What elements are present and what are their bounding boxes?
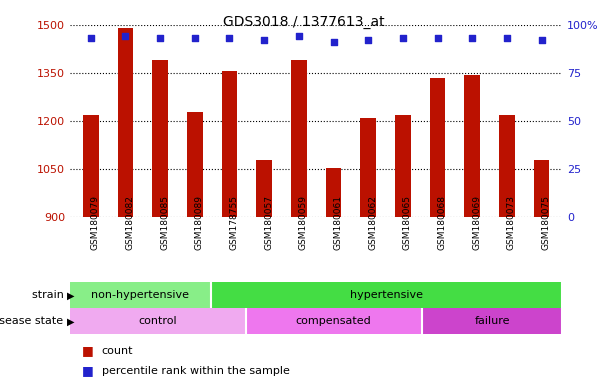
Point bbox=[155, 35, 165, 41]
Bar bbox=[222, 71, 237, 217]
Point bbox=[224, 35, 234, 41]
Bar bbox=[246, 308, 422, 334]
Text: GSM180065: GSM180065 bbox=[403, 195, 412, 250]
Point bbox=[294, 33, 303, 40]
Point bbox=[537, 37, 547, 43]
Text: strain: strain bbox=[32, 290, 67, 300]
Text: disease state: disease state bbox=[0, 316, 67, 326]
Text: GSM180073: GSM180073 bbox=[507, 195, 516, 250]
Text: GDS3018 / 1377613_at: GDS3018 / 1377613_at bbox=[223, 15, 385, 29]
Bar bbox=[534, 160, 550, 217]
Text: non-hypertensive: non-hypertensive bbox=[91, 290, 189, 300]
Point bbox=[329, 39, 339, 45]
Text: control: control bbox=[139, 316, 177, 326]
Bar bbox=[465, 74, 480, 217]
Bar bbox=[430, 78, 445, 217]
Text: GSM180085: GSM180085 bbox=[160, 195, 169, 250]
Bar bbox=[187, 112, 202, 217]
Text: GSM180069: GSM180069 bbox=[472, 195, 481, 250]
Text: count: count bbox=[102, 346, 133, 356]
Text: GSM180079: GSM180079 bbox=[91, 195, 100, 250]
Bar bbox=[326, 168, 341, 217]
Bar bbox=[83, 115, 98, 217]
Bar bbox=[152, 60, 168, 217]
Point bbox=[433, 35, 443, 41]
Text: percentile rank within the sample: percentile rank within the sample bbox=[102, 366, 289, 376]
Point bbox=[120, 33, 130, 40]
Bar bbox=[361, 118, 376, 217]
Text: ▶: ▶ bbox=[67, 290, 74, 300]
Point bbox=[190, 35, 199, 41]
Bar bbox=[395, 115, 410, 217]
Point bbox=[398, 35, 408, 41]
Text: hypertensive: hypertensive bbox=[350, 290, 423, 300]
Text: GSM180059: GSM180059 bbox=[299, 195, 308, 250]
Point bbox=[364, 37, 373, 43]
Text: GSM178755: GSM178755 bbox=[229, 195, 238, 250]
Bar bbox=[117, 28, 133, 217]
Text: GSM180057: GSM180057 bbox=[264, 195, 273, 250]
Text: GSM180082: GSM180082 bbox=[125, 195, 134, 250]
Bar bbox=[257, 160, 272, 217]
Text: ■: ■ bbox=[82, 364, 98, 377]
Bar bbox=[70, 308, 246, 334]
Text: GSM180061: GSM180061 bbox=[334, 195, 342, 250]
Text: GSM180075: GSM180075 bbox=[542, 195, 551, 250]
Bar bbox=[210, 282, 562, 308]
Text: compensated: compensated bbox=[296, 316, 371, 326]
Bar bbox=[422, 308, 562, 334]
Bar bbox=[70, 282, 210, 308]
Text: ▶: ▶ bbox=[67, 316, 74, 326]
Text: GSM180068: GSM180068 bbox=[438, 195, 446, 250]
Point bbox=[468, 35, 477, 41]
Text: GSM180089: GSM180089 bbox=[195, 195, 204, 250]
Text: GSM180062: GSM180062 bbox=[368, 195, 377, 250]
Point bbox=[502, 35, 512, 41]
Text: ■: ■ bbox=[82, 344, 98, 357]
Bar bbox=[291, 60, 306, 217]
Point bbox=[86, 35, 95, 41]
Text: failure: failure bbox=[474, 316, 510, 326]
Point bbox=[259, 37, 269, 43]
Bar bbox=[499, 115, 515, 217]
